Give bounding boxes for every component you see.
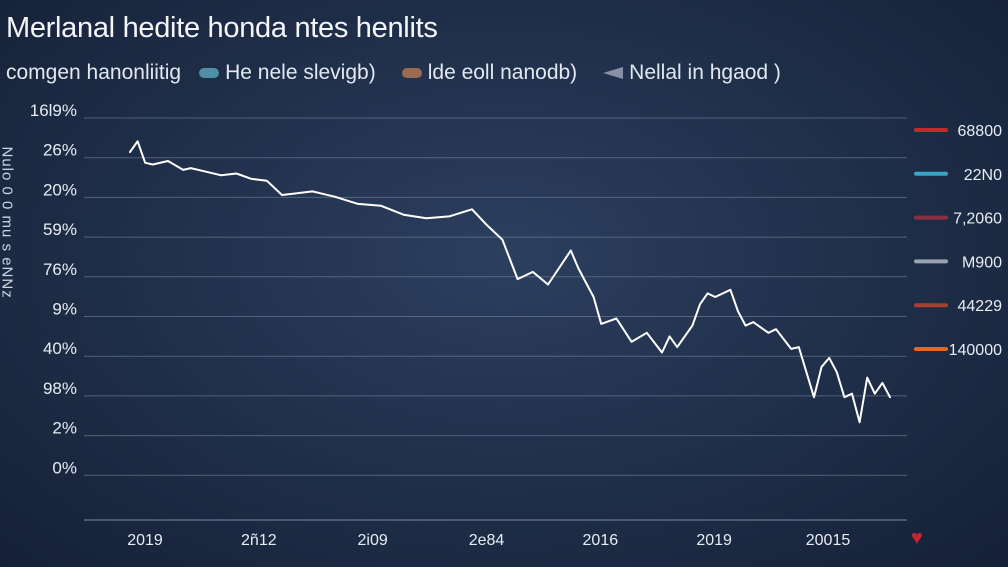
- right-value-labels: 68800 22N0 7,2060 M900 44229 140000: [914, 123, 1002, 359]
- x-tick-label: 2e84: [469, 532, 505, 549]
- right-label-marker: [914, 303, 948, 308]
- chart-subtitle: comgen hanonliitig: [6, 61, 182, 84]
- x-tick-label: 2019: [127, 532, 163, 549]
- y-tick-label: 0%: [52, 458, 77, 477]
- gridlines: [84, 117, 907, 521]
- series-line-1: [129, 140, 891, 424]
- x-tick-label: 2016: [583, 532, 619, 549]
- right-value-label: 44229: [958, 298, 1003, 315]
- right-label-marker: [914, 347, 948, 351]
- heart-icon: ♥: [911, 527, 923, 549]
- right-value-label: 68800: [958, 123, 1003, 140]
- y-tick-label: 98%: [43, 379, 77, 398]
- right-value-label: 22N0: [964, 167, 1002, 184]
- legend-item-3: Nellal in hgaod ): [603, 61, 781, 85]
- x-tick-labels: 2019 2ñ12 2i09 2e84 2016 2019 20015: [127, 532, 850, 549]
- x-tick-label: 2i09: [358, 532, 388, 549]
- series-layer: [129, 140, 891, 424]
- legend-swatch-1: [199, 68, 220, 78]
- right-label-marker: [914, 259, 948, 264]
- y-tick-labels: 16l9% 26% 20% 59% 76% 9% 40% 98% 2% 0%: [30, 101, 77, 477]
- legend: comgen hanonliitig He nele slevigb) lde …: [6, 58, 807, 88]
- x-tick-label: 2ñ12: [241, 532, 277, 549]
- y-tick-label: 20%: [43, 180, 77, 199]
- legend-swatch-3: [603, 67, 624, 79]
- y-tick-label: 16l9%: [30, 101, 77, 120]
- x-tick-label: 20015: [806, 532, 851, 549]
- right-value-label: 140000: [949, 342, 1002, 359]
- legend-label-1: He nele slevigb): [225, 61, 376, 84]
- y-tick-label: 76%: [43, 260, 77, 279]
- right-label-marker: [914, 171, 948, 176]
- y-tick-label: 2%: [52, 419, 77, 438]
- y-tick-label: 40%: [43, 339, 77, 358]
- chart-title: Merlanal hedite honda ntes henlits: [6, 12, 438, 44]
- right-value-label: M900: [962, 254, 1002, 271]
- x-tick-label: 2019: [696, 532, 732, 549]
- right-value-label: 7,2060: [953, 211, 1002, 228]
- legend-item-1: He nele slevigb): [199, 61, 376, 85]
- right-label-marker: [914, 128, 948, 132]
- legend-label-3: Nellal in hgaod ): [629, 61, 781, 84]
- y-tick-label: 26%: [43, 141, 77, 160]
- y-tick-label: 9%: [52, 300, 77, 319]
- legend-swatch-2: [401, 68, 422, 78]
- legend-item-2: lde eoll nanodb): [401, 61, 578, 85]
- y-tick-label: 59%: [43, 220, 77, 239]
- legend-label-2: lde eoll nanodb): [427, 61, 578, 84]
- right-label-marker: [914, 215, 948, 220]
